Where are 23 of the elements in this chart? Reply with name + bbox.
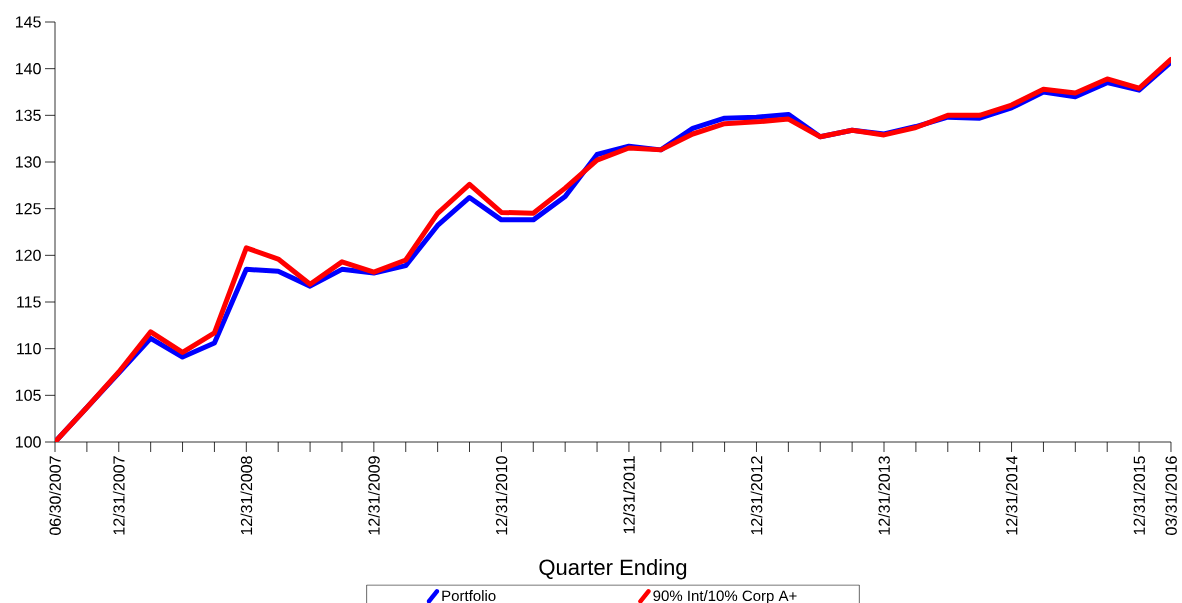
x-tick-label: 12/31/2007 bbox=[112, 456, 125, 535]
y-tick-label: 110 bbox=[17, 343, 41, 355]
y-tick-label: 115 bbox=[17, 296, 41, 308]
y-tick-label: 125 bbox=[16, 203, 41, 215]
y-tick-label: 135 bbox=[16, 109, 41, 121]
x-tick-label: 12/31/2013 bbox=[878, 456, 890, 535]
y-tick-label: 100 bbox=[16, 436, 41, 448]
x-tick-label: 06/30/2007 bbox=[49, 456, 61, 535]
y-tick-label: 140 bbox=[16, 63, 41, 75]
x-tick-label: 12/31/2010 bbox=[495, 456, 508, 535]
x-tick-label: 12/31/2012 bbox=[750, 456, 763, 535]
x-tick-label: 12/31/2009 bbox=[367, 456, 380, 535]
x-tick-label: 12/31/2014 bbox=[1005, 456, 1018, 535]
x-tick-label: 12/31/2015 bbox=[1133, 456, 1145, 535]
y-tick-label: 130 bbox=[16, 156, 41, 168]
x-tick-label: 12/31/2011 bbox=[623, 456, 635, 534]
y-tick-label: 145 bbox=[16, 16, 41, 28]
x-tick-label: 03/31/2016 bbox=[1165, 456, 1177, 535]
legend-label: Portfolio bbox=[442, 590, 496, 602]
y-tick-label: 105 bbox=[16, 389, 41, 401]
x-axis-title: Quarter Ending bbox=[539, 558, 687, 580]
y-tick-label: 120 bbox=[16, 249, 41, 261]
x-tick-label: 12/31/2008 bbox=[240, 456, 253, 535]
